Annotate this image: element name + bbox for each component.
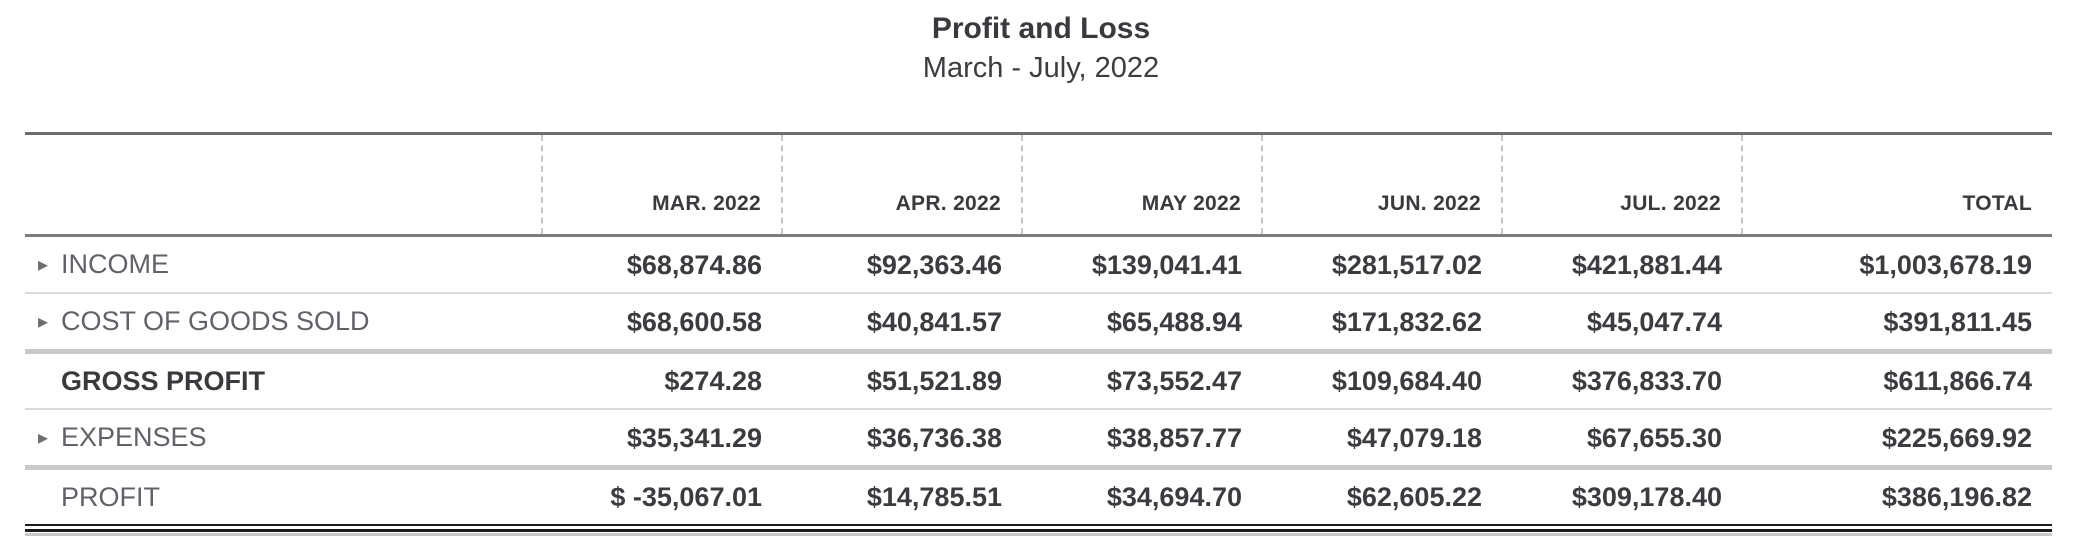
table-row: PROFIT $ -35,067.01 $14,785.51 $34,694.70 $6… xyxy=(25,468,2052,525)
cell-total-value: $1,003,678.19 xyxy=(1742,235,2052,294)
cell-value: $73,552.47 xyxy=(1022,351,1262,410)
row-label[interactable]: EXPENSES xyxy=(61,422,207,452)
row-label-cell[interactable]: ▸ COST OF GOODS SOLD xyxy=(25,293,542,354)
profit-and-loss-table-wrap: MAR. 2022 APR. 2022 MAY 2022 JUN. 2022 JUL. … xyxy=(25,132,2052,536)
cell-value: $274.28 xyxy=(542,351,782,410)
column-header-empty xyxy=(25,133,542,237)
cell-value: $40,841.57 xyxy=(782,293,1022,354)
cell-value: $14,785.51 xyxy=(866,482,1002,512)
expand-arrow-icon[interactable]: ▸ xyxy=(38,311,49,333)
cell-value: $51,521.89 xyxy=(782,351,1022,410)
cell-value: $62,605.22 xyxy=(1346,482,1482,512)
cell-total-value: $225,669.92 xyxy=(1742,409,2052,470)
column-header-row: MAR. 2022 APR. 2022 MAY 2022 JUN. 2022 JUL. … xyxy=(25,133,2052,237)
cell-value: $34,694.70 xyxy=(1106,482,1242,512)
table-row: ▸ INCOME $68,874.86 $92,363.46 $139,041.41 $2… xyxy=(25,235,2052,294)
row-label-cell[interactable]: ▸ EXPENSES xyxy=(25,409,542,470)
cell-total-value: $391,811.45 xyxy=(1742,293,2052,354)
cell-value: $109,684.40 xyxy=(1262,351,1502,410)
cell-value: $36,736.38 xyxy=(782,409,1022,470)
cell-value: $68,874.86 xyxy=(542,235,782,294)
cell-total-value: $611,866.74 xyxy=(1742,351,2052,410)
cell-value: $68,600.58 xyxy=(542,293,782,354)
column-header: MAR. 2022 xyxy=(541,133,782,237)
cell-value: $421,881.44 xyxy=(1502,235,1742,294)
column-header: TOTAL xyxy=(1741,133,2052,237)
cell-value: $ -35,067.01 xyxy=(610,482,762,512)
cell-value: $281,517.02 xyxy=(1262,235,1502,294)
table-row: ▸ COST OF GOODS SOLD $68,600.58 $40,841.57 $… xyxy=(25,293,2052,354)
cell-value: $376,833.70 xyxy=(1502,351,1742,410)
expand-arrow-icon[interactable]: ▸ xyxy=(38,254,49,276)
cell-value: $309,178.40 xyxy=(1571,482,1722,512)
cell-value: $38,857.77 xyxy=(1022,409,1262,470)
report-bottom-shadow-rule xyxy=(25,533,2052,536)
report-title: Profit and Loss xyxy=(931,12,1151,45)
profit-and-loss-table: MAR. 2022 APR. 2022 MAY 2022 JUN. 2022 JUL. … xyxy=(25,132,2052,524)
table-row: ▸ EXPENSES $35,341.29 $36,736.38 $38,857.77 $… xyxy=(25,409,2052,470)
report-header: Profit and Loss March - July, 2022 xyxy=(0,0,2082,86)
cell-total-value: $386,196.82 xyxy=(1881,482,2032,512)
cell-value: $67,655.30 xyxy=(1502,409,1742,470)
cell-value: $47,079.18 xyxy=(1262,409,1502,470)
cell-value: $45,047.74 xyxy=(1502,293,1742,354)
row-label-cell[interactable]: ▸ INCOME xyxy=(25,235,542,294)
cell-value: $65,488.94 xyxy=(1022,293,1262,354)
row-label: PROFIT xyxy=(61,482,160,512)
cell-value: $92,363.46 xyxy=(782,235,1022,294)
cell-value: $171,832.62 xyxy=(1262,293,1502,354)
column-header: JUL. 2022 xyxy=(1501,133,1742,237)
column-header: JUN. 2022 xyxy=(1261,133,1502,237)
column-header: APR. 2022 xyxy=(781,133,1022,237)
row-label: GROSS PROFIT xyxy=(61,366,266,396)
table-row: GROSS PROFIT $274.28 $51,521.89 $73,552.47 $… xyxy=(25,351,2052,410)
row-label-cell: GROSS PROFIT xyxy=(25,351,542,410)
row-label-cell: PROFIT xyxy=(25,468,542,525)
column-header: MAY 2022 xyxy=(1021,133,1262,237)
report-bottom-double-rule xyxy=(25,524,2052,532)
cell-value: $35,341.29 xyxy=(542,409,782,470)
report-period: March - July, 2022 xyxy=(922,52,1160,84)
expand-arrow-icon[interactable]: ▸ xyxy=(38,427,49,449)
row-label[interactable]: INCOME xyxy=(61,249,169,279)
row-label[interactable]: COST OF GOODS SOLD xyxy=(61,306,370,336)
cell-value: $139,041.41 xyxy=(1022,235,1262,294)
